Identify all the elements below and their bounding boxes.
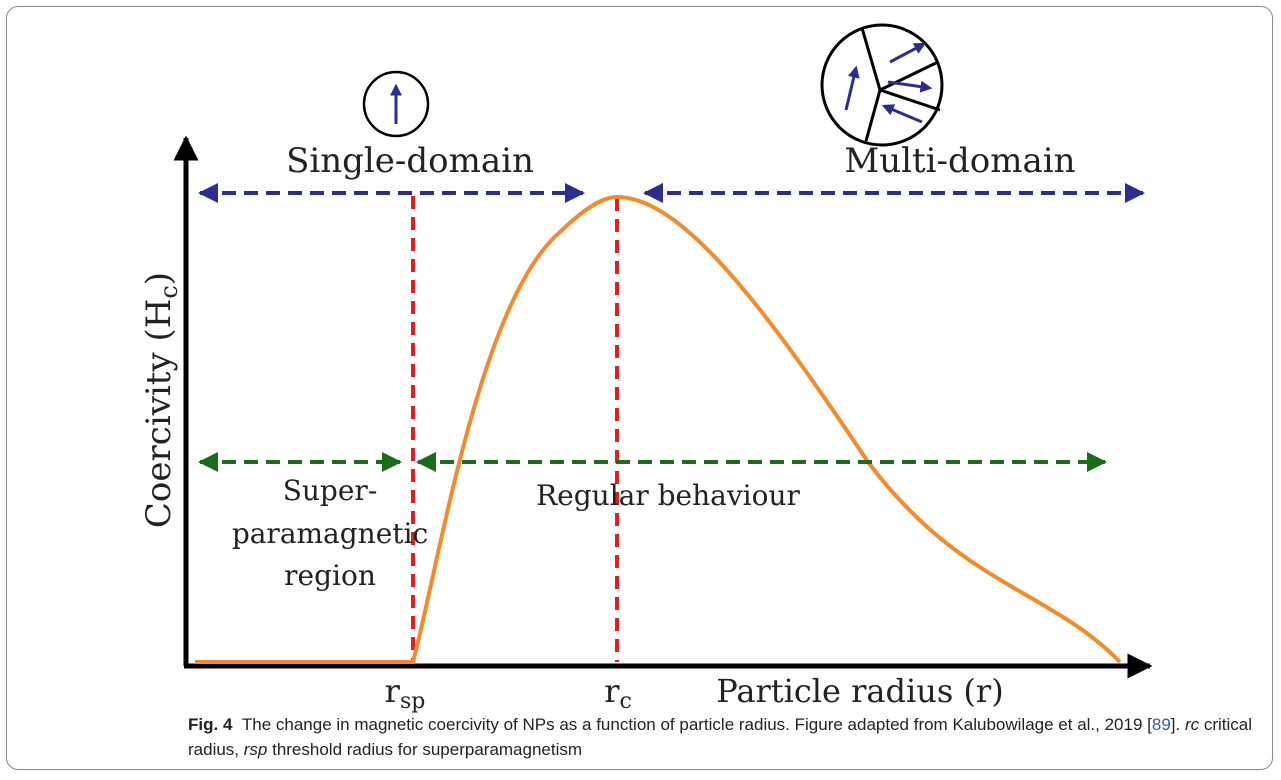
abbreviation: rsp <box>244 740 268 759</box>
x-axis-label: Particle radius (r) <box>716 672 1003 710</box>
caption-text: threshold radius for superparamagnetism <box>267 740 582 759</box>
subscript: c <box>155 285 183 298</box>
coercivity-curve <box>195 197 1120 662</box>
symbol: r <box>385 672 401 710</box>
symbol: r <box>604 672 620 710</box>
region-label: Multi-domain <box>844 141 1075 181</box>
abbreviation: rc <box>1185 715 1199 734</box>
caption-label: Fig. 4 <box>188 715 232 734</box>
y-axis-label: Coercivity (Hc) <box>139 272 183 528</box>
caption: Fig. 4 The change in magnetic coercivity… <box>188 712 1263 762</box>
label-close: ) <box>139 272 179 285</box>
region-label: region <box>284 559 376 592</box>
region-label: Regular behaviour <box>536 479 800 512</box>
marker-label: rc <box>604 672 632 714</box>
region-label: paramagnetic <box>232 517 428 550</box>
subscript: sp <box>400 689 425 714</box>
multi-domain-icon <box>822 25 942 145</box>
marker-label: rsp <box>385 672 426 714</box>
region-label: Single-domain <box>286 141 534 181</box>
caption-text: ]. <box>1171 715 1185 734</box>
subscript: c <box>619 689 631 714</box>
caption-text: The change in magnetic coercivity of NPs… <box>242 715 1152 734</box>
reference-link[interactable]: 89 <box>1152 715 1171 734</box>
figure: Single-domain Multi-domain Super- parama… <box>0 0 1281 780</box>
region-label: Super- <box>283 474 378 507</box>
page: Single-domain Multi-domain Super- parama… <box>0 0 1281 780</box>
single-domain-icon <box>364 72 428 136</box>
label-text: Coercivity (H <box>139 299 179 528</box>
